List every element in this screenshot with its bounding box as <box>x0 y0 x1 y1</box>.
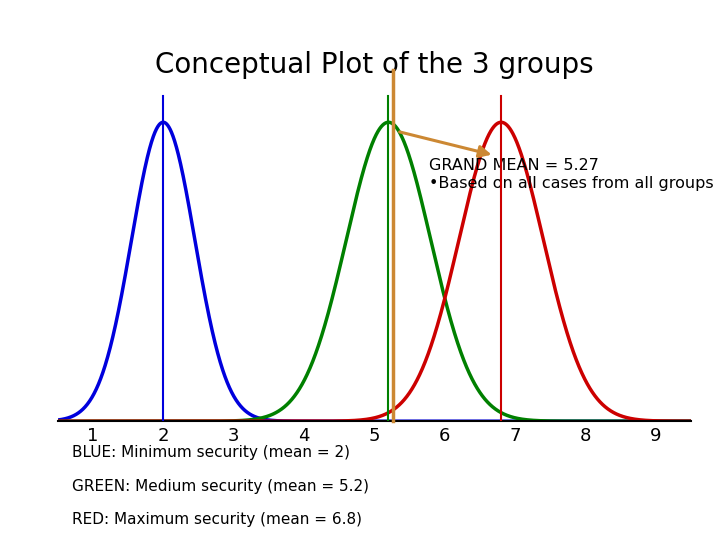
Title: Conceptual Plot of the 3 groups: Conceptual Plot of the 3 groups <box>155 51 594 78</box>
Text: RED: Maximum security (mean = 6.8): RED: Maximum security (mean = 6.8) <box>72 512 362 528</box>
Text: BLUE: Minimum security (mean = 2): BLUE: Minimum security (mean = 2) <box>72 446 350 461</box>
Text: GREEN: Medium security (mean = 5.2): GREEN: Medium security (mean = 5.2) <box>72 479 369 494</box>
Text: GRAND MEAN = 5.27
•Based on all cases from all groups: GRAND MEAN = 5.27 •Based on all cases fr… <box>400 132 714 191</box>
